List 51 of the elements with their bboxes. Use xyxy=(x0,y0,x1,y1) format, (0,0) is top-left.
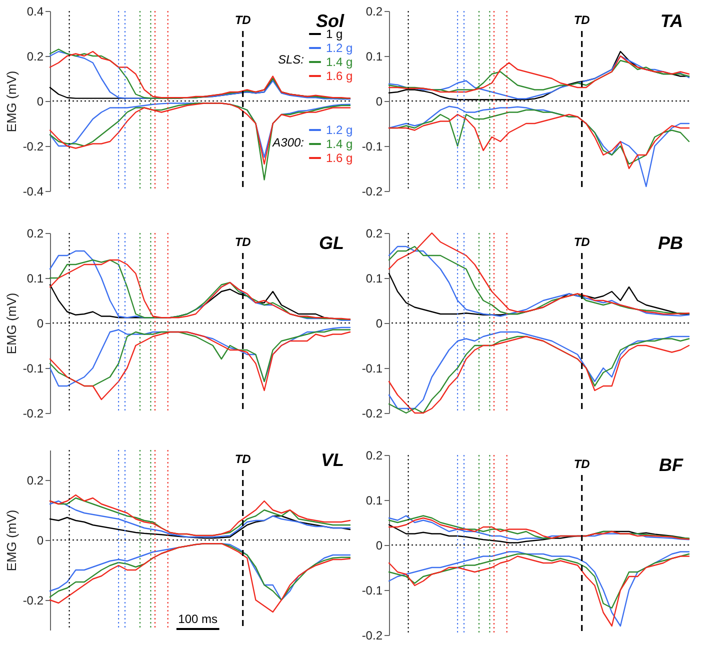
y-tick-label: -0.2 xyxy=(22,594,44,608)
legend-label: 1.4 g xyxy=(326,55,353,69)
y-tick-label: 0.2 xyxy=(366,448,383,462)
y-tick-label: 0 xyxy=(376,538,383,552)
annotation: TD xyxy=(574,235,590,249)
y-tick-label: 0.2 xyxy=(26,226,44,240)
y-tick-label: 0 xyxy=(376,94,383,108)
annotation: TD xyxy=(234,452,252,466)
y-tick-label: -0.1 xyxy=(362,362,383,376)
y-tick-label: 0 xyxy=(36,534,44,548)
y-tick-label: -0.4 xyxy=(22,184,44,198)
y-tick-label: 0.1 xyxy=(366,272,383,286)
chart-title: VL xyxy=(320,450,344,470)
y-tick-label: 0.1 xyxy=(366,50,383,64)
legend-label: 1.2 g xyxy=(326,41,353,55)
annotation: A300: xyxy=(272,136,304,150)
annotation: SLS: xyxy=(278,52,304,66)
y-tick-label: 0 xyxy=(36,94,44,108)
y-tick-label: 0 xyxy=(376,316,383,330)
chart-title: PB xyxy=(658,233,683,253)
annotation: 100 ms xyxy=(178,612,218,626)
y-tick-label: -0.2 xyxy=(362,184,383,198)
y-axis-title: EMG (mV) xyxy=(4,292,19,354)
y-tick-label: 0.2 xyxy=(366,4,383,18)
y-tick-label: -0.2 xyxy=(362,406,383,420)
annotation: TD xyxy=(234,235,252,249)
y-tick-label: 0.1 xyxy=(26,272,44,286)
chart-title: TA xyxy=(660,11,683,31)
y-tick-label: -0.2 xyxy=(362,628,383,642)
legend-label: 1.2 g xyxy=(326,123,353,137)
y-axis-title: EMG (mV) xyxy=(4,70,19,132)
y-tick-label: 0.2 xyxy=(26,50,44,64)
y-tick-label: -0.1 xyxy=(362,584,383,598)
annotation: TD xyxy=(574,13,590,27)
y-tick-label: 0.1 xyxy=(366,494,383,508)
y-tick-label: 0.2 xyxy=(26,474,44,488)
y-tick-label: -0.2 xyxy=(22,406,44,420)
annotation: TD xyxy=(574,457,590,471)
y-tick-label: -0.2 xyxy=(22,140,44,154)
y-tick-label: -0.1 xyxy=(22,362,44,376)
legend-label: 1.4 g xyxy=(326,137,353,151)
y-tick-label: 0.4 xyxy=(26,4,44,18)
y-tick-label: 0.2 xyxy=(366,226,383,240)
y-tick-label: 0 xyxy=(36,316,44,330)
y-tick-label: -0.1 xyxy=(362,140,383,154)
legend-label: 1.6 g xyxy=(326,69,353,83)
legend-label: 1.6 g xyxy=(326,151,353,165)
chart-title: BF xyxy=(659,455,684,475)
y-axis-title: EMG (mV) xyxy=(4,510,19,572)
annotation: TD xyxy=(234,13,252,27)
chart-title: GL xyxy=(319,233,344,253)
